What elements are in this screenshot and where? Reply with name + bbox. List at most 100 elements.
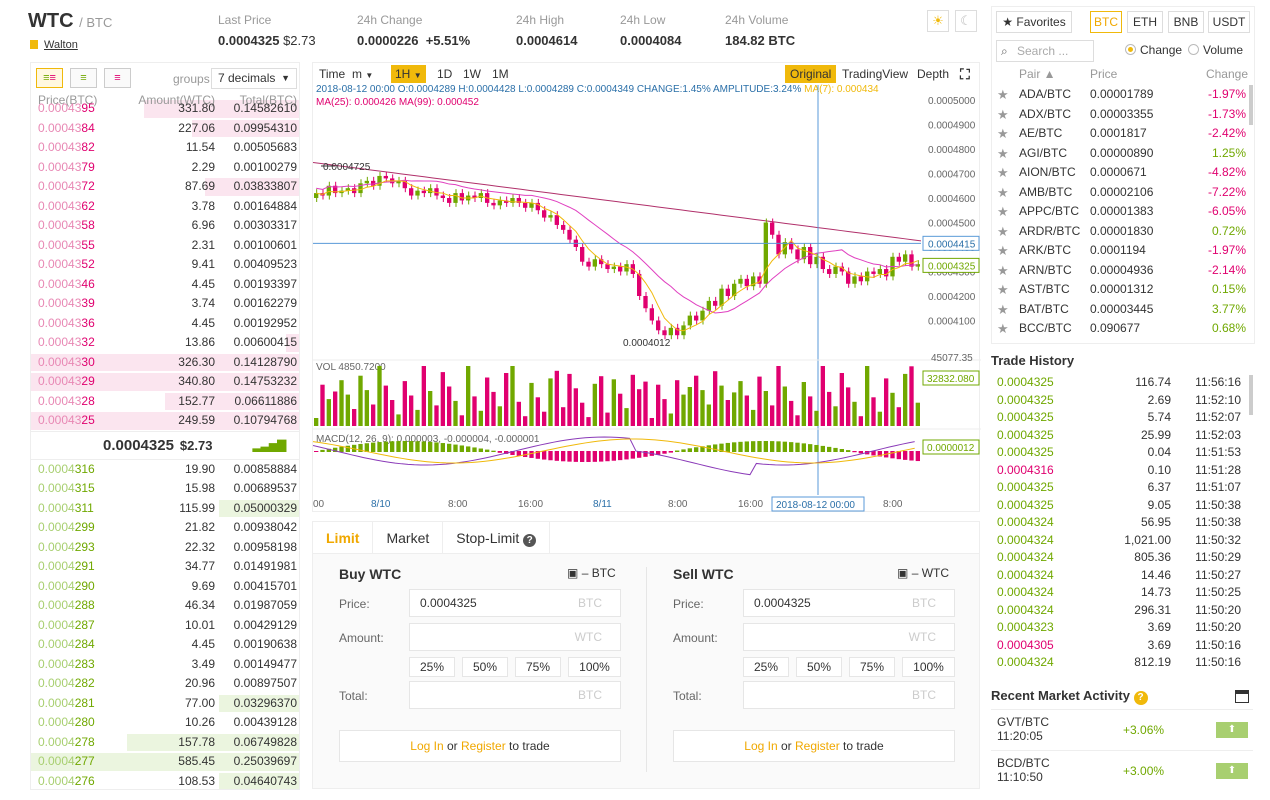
activity-row[interactable]: GVT/BTC 11:20:05 +3.06% ⬆ bbox=[991, 709, 1253, 749]
star-icon[interactable]: ★ bbox=[997, 282, 1009, 297]
pair-row[interactable]: ★ AE/BTC 0.0001817 -2.42% bbox=[992, 124, 1250, 144]
bid-row[interactable]: 0.0004282 20.96 0.00897507 bbox=[31, 674, 299, 694]
sell-pct-75[interactable]: 75% bbox=[849, 657, 895, 677]
pair-row[interactable]: ★ AGI/BTC 0.00000890 1.25% bbox=[992, 144, 1250, 164]
bid-row[interactable]: 0.0004291 34.77 0.01491981 bbox=[31, 557, 299, 577]
ask-row[interactable]: 0.0004325 249.59 0.10794768 bbox=[31, 411, 299, 431]
sort-pair[interactable]: Pair ▲ bbox=[1019, 67, 1056, 81]
bid-row[interactable]: 0.0004293 22.32 0.00958198 bbox=[31, 538, 299, 558]
arrow-up-icon[interactable]: ⬆ bbox=[1216, 722, 1248, 738]
buy-wallet[interactable]: ▣ – BTC bbox=[567, 566, 616, 580]
bid-row[interactable]: 0.0004278 157.78 0.06749828 bbox=[31, 733, 299, 753]
book-asks-icon[interactable]: ≡ bbox=[104, 68, 131, 88]
ask-row[interactable]: 0.0004336 4.45 0.00192952 bbox=[31, 314, 299, 334]
collapse-icon[interactable] bbox=[1235, 690, 1249, 703]
quote-bnb[interactable]: BNB bbox=[1168, 11, 1204, 33]
ask-row[interactable]: 0.0004328 152.77 0.06611886 bbox=[31, 392, 299, 412]
ask-row[interactable]: 0.0004382 11.54 0.00505683 bbox=[31, 138, 299, 158]
star-icon[interactable]: ★ bbox=[997, 223, 1009, 239]
star-icon[interactable]: ★ bbox=[997, 126, 1009, 141]
star-icon[interactable]: ★ bbox=[997, 301, 1009, 317]
ask-row[interactable]: 0.0004352 9.41 0.00409523 bbox=[31, 255, 299, 275]
star-icon[interactable]: ★ bbox=[997, 184, 1009, 200]
sort-price[interactable]: Price bbox=[1090, 67, 1118, 81]
bid-row[interactable]: 0.0004287 10.01 0.00429129 bbox=[31, 616, 299, 636]
interval-1m[interactable]: 1M bbox=[492, 67, 509, 81]
ask-row[interactable]: 0.0004362 3.78 0.00164884 bbox=[31, 197, 299, 217]
login-link[interactable]: Log In bbox=[744, 739, 778, 753]
star-icon[interactable]: ★ bbox=[997, 87, 1009, 102]
decimals-select[interactable]: 7 decimals ▼ bbox=[211, 68, 297, 89]
register-link[interactable]: Register bbox=[795, 739, 840, 753]
ask-row[interactable]: 0.0004372 87.69 0.03833807 bbox=[31, 177, 299, 197]
ask-row[interactable]: 0.0004346 4.45 0.00193397 bbox=[31, 275, 299, 295]
ask-row[interactable]: 0.0004332 13.86 0.00600415 bbox=[31, 333, 299, 353]
login-link[interactable]: Log In bbox=[410, 739, 444, 753]
tab-market[interactable]: Market bbox=[373, 522, 444, 553]
view-original[interactable]: Original bbox=[785, 65, 837, 83]
pair-row[interactable]: ★ ARN/BTC 0.00004936 -2.14% bbox=[992, 261, 1250, 281]
bid-row[interactable]: 0.0004277 585.45 0.25039697 bbox=[31, 752, 299, 772]
star-icon[interactable]: ★ bbox=[997, 165, 1009, 180]
tab-limit[interactable]: Limit bbox=[313, 522, 374, 553]
register-link[interactable]: Register bbox=[461, 739, 506, 753]
buy-pct-50[interactable]: 50% bbox=[462, 657, 508, 677]
buy-price-input[interactable]: 0.0004325 BTC bbox=[409, 589, 621, 617]
pair-row[interactable]: ★ ARK/BTC 0.0001194 -1.97% bbox=[992, 241, 1250, 261]
star-icon[interactable]: ★ bbox=[997, 321, 1009, 336]
view-tradingview[interactable]: TradingView bbox=[842, 67, 909, 81]
pair-row[interactable]: ★ AION/BTC 0.0000671 -4.82% bbox=[992, 163, 1250, 183]
buy-amount-input[interactable]: WTC bbox=[409, 623, 621, 651]
star-icon[interactable]: ★ bbox=[997, 243, 1009, 258]
book-bids-icon[interactable]: ≡ bbox=[70, 68, 97, 88]
fullscreen-icon[interactable]: ⛶ bbox=[960, 66, 970, 82]
coin-name-link[interactable]: Walton bbox=[30, 39, 78, 51]
bid-row[interactable]: 0.0004280 10.26 0.00439128 bbox=[31, 713, 299, 733]
bid-row[interactable]: 0.0004276 108.53 0.04640743 bbox=[31, 772, 299, 789]
sell-price-input[interactable]: 0.0004325 BTC bbox=[743, 589, 955, 617]
radio-volume[interactable]: Volume bbox=[1188, 43, 1243, 57]
pair-row[interactable]: ★ ARDR/BTC 0.00001830 0.72% bbox=[992, 222, 1250, 242]
pair-row[interactable]: ★ BAT/BTC 0.00003445 3.77% bbox=[992, 300, 1250, 320]
bid-row[interactable]: 0.0004288 46.34 0.01987059 bbox=[31, 596, 299, 616]
price-chart[interactable]: Time m ▼ 1H ▼ 1D 1W 1M Original TradingV… bbox=[312, 62, 981, 512]
pair-row[interactable]: ★ AMB/BTC 0.00002106 -7.22% bbox=[992, 183, 1250, 203]
bid-row[interactable]: 0.0004283 3.49 0.00149477 bbox=[31, 655, 299, 675]
help-icon[interactable]: ? bbox=[1133, 691, 1148, 705]
pair-row[interactable]: ★ APPC/BTC 0.00001383 -6.05% bbox=[992, 202, 1250, 222]
ask-row[interactable]: 0.0004358 6.96 0.00303317 bbox=[31, 216, 299, 236]
pair-row[interactable]: ★ ADX/BTC 0.00003355 -1.73% bbox=[992, 105, 1250, 125]
star-icon[interactable]: ★ bbox=[997, 204, 1009, 219]
ask-row[interactable]: 0.0004330 326.30 0.14128790 bbox=[31, 353, 299, 373]
ask-row[interactable]: 0.0004329 340.80 0.14753232 bbox=[31, 372, 299, 392]
star-icon[interactable]: ★ bbox=[997, 106, 1009, 122]
pair-row[interactable]: ★ AST/BTC 0.00001312 0.15% bbox=[992, 280, 1250, 300]
tab-stop-limit[interactable]: Stop-Limit ? bbox=[443, 522, 551, 553]
bid-row[interactable]: 0.0004281 77.00 0.03296370 bbox=[31, 694, 299, 714]
pairs-scrollbar[interactable] bbox=[1249, 85, 1253, 125]
sell-login-button[interactable]: Log In or Register to trade bbox=[673, 730, 955, 762]
sell-pct-100[interactable]: 100% bbox=[902, 657, 955, 677]
ask-row[interactable]: 0.0004339 3.74 0.00162279 bbox=[31, 294, 299, 314]
ask-row[interactable]: 0.0004395 331.80 0.14582610 bbox=[31, 99, 299, 119]
pair-row[interactable]: ★ BCC/BTC 0.090677 0.68% bbox=[992, 319, 1250, 339]
arrow-up-icon[interactable]: ⬆ bbox=[1216, 763, 1248, 779]
activity-row[interactable]: BCD/BTC 11:10:50 +3.00% ⬆ bbox=[991, 750, 1253, 790]
sun-icon[interactable]: ☀ bbox=[927, 10, 949, 32]
interval-1h[interactable]: 1H ▼ bbox=[391, 65, 426, 83]
buy-pct-75[interactable]: 75% bbox=[515, 657, 561, 677]
sort-change[interactable]: Change bbox=[1205, 67, 1248, 81]
pair-row[interactable]: ★ ADA/BTC 0.00001789 -1.97% bbox=[992, 85, 1250, 105]
interval-1d[interactable]: 1D bbox=[437, 67, 453, 81]
quote-btc[interactable]: BTC bbox=[1090, 11, 1122, 33]
bid-row[interactable]: 0.0004299 21.82 0.00938042 bbox=[31, 518, 299, 538]
pair-search-input[interactable]: ⌕ Search ... bbox=[996, 40, 1094, 62]
sell-amount-input[interactable]: WTC bbox=[743, 623, 955, 651]
star-icon[interactable]: ★ bbox=[997, 262, 1009, 278]
buy-total-input[interactable]: BTC bbox=[409, 681, 621, 709]
ask-row[interactable]: 0.0004379 2.29 0.00100279 bbox=[31, 158, 299, 178]
interval-1w[interactable]: 1W bbox=[463, 67, 481, 81]
buy-pct-25[interactable]: 25% bbox=[409, 657, 455, 677]
ask-row[interactable]: 0.0004384 227.06 0.09954310 bbox=[31, 119, 299, 139]
moon-icon[interactable]: ☾ bbox=[955, 10, 977, 32]
